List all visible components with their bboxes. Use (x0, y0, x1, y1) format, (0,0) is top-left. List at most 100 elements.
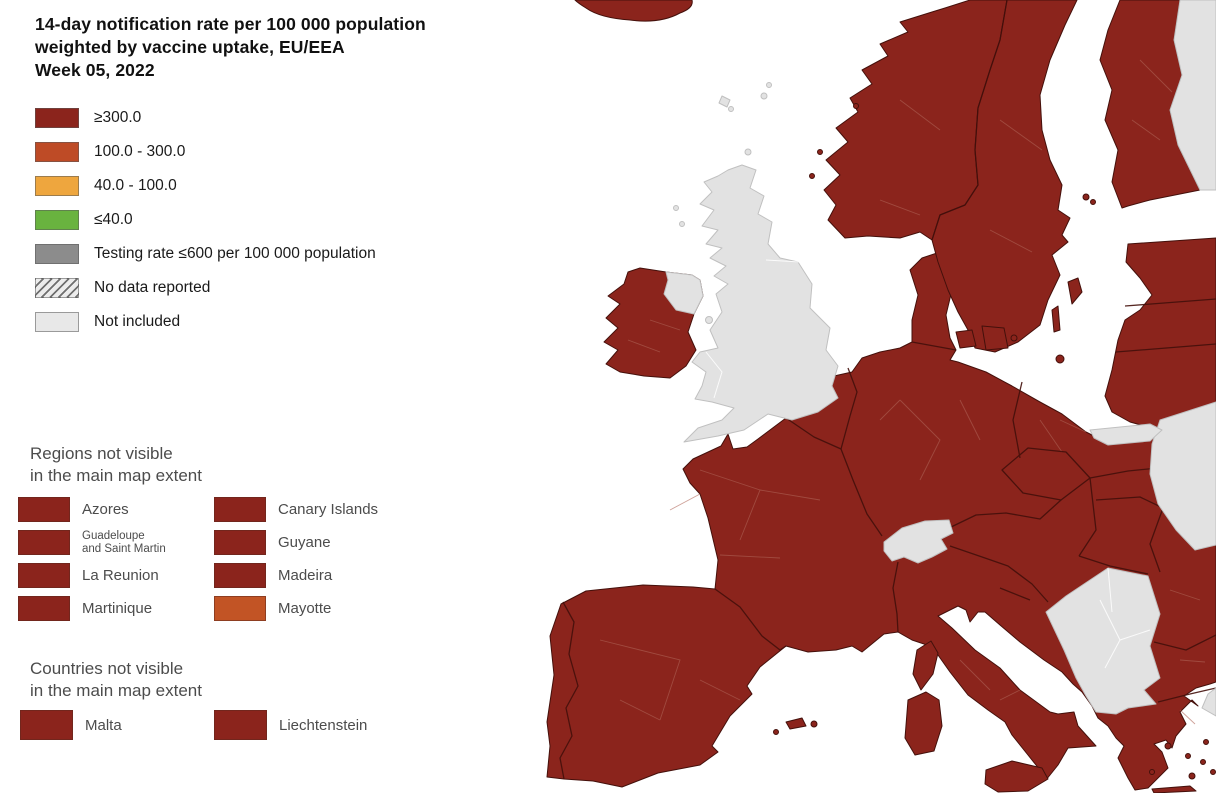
map-region-northern-ireland (663, 271, 704, 315)
map-title-line3: Week 05, 2022 (35, 60, 155, 80)
region-swatch-madeira (214, 563, 266, 588)
map-island-gotland (1067, 277, 1083, 305)
map-region-continental-europe (546, 237, 1216, 791)
regions-heading-line1: Regions not visible (30, 444, 173, 463)
map-title-line2: weighted by vaccine uptake, EU/EEA (35, 37, 345, 57)
countries-heading-line1: Countries not visible (30, 659, 184, 678)
map-region-russia-north (1169, 0, 1216, 191)
map-island-bornholm (1055, 354, 1065, 364)
border-latvia-lithuania (1115, 343, 1216, 353)
region-label-canary-islands: Canary Islands (278, 501, 379, 518)
map-region-united-kingdom (683, 164, 839, 443)
legend-swatch-no-data (35, 278, 79, 298)
map-island-aegean-2 (1185, 753, 1191, 759)
region-swatch-guyane (214, 530, 266, 555)
country-swatch-liechtenstein (214, 710, 267, 740)
legend-row-high: ≥300.0 (35, 101, 376, 135)
map-island-sicily (984, 760, 1049, 793)
border-romania-bulgaria (1153, 634, 1216, 651)
legend-swatch-not-included (35, 312, 79, 332)
region-label-guyane: Guyane (278, 534, 331, 551)
legend-label-high: ≥300.0 (94, 109, 142, 126)
map-region-western-balkans (1045, 567, 1161, 715)
region-label-azores: Azores (82, 501, 129, 518)
map-not-included-group (663, 0, 1216, 717)
map-island-mallorca (785, 717, 807, 730)
map-island-isle-of-man (705, 316, 713, 324)
regions-grid: Azores Canary Islands Guadeloupe and Sai… (18, 493, 444, 625)
map-island-oland (1051, 305, 1061, 333)
map-region-iceland (574, 0, 693, 22)
legend-label-testing: Testing rate ≤600 per 100 000 population (94, 245, 376, 262)
map-island-funen (955, 329, 977, 349)
region-swatch-azores (18, 497, 70, 522)
country-label-liechtenstein: Liechtenstein (279, 716, 368, 734)
legend-swatch-high (35, 108, 79, 128)
border-netherlands-germany (847, 367, 858, 417)
map-title-line1: 14-day notification rate per 100 000 pop… (35, 14, 426, 34)
region-item-azores: Azores (18, 495, 214, 524)
map-island-crete (1151, 785, 1197, 793)
country-item-malta: Malta (20, 708, 214, 742)
map-island-zealand (981, 325, 1009, 351)
region-label-guadeloupe: Guadeloupe and Saint Martin (82, 530, 166, 556)
border-portugal-spain (559, 601, 579, 780)
map-region-kaliningrad (1089, 423, 1163, 446)
map-island-norway-islet-3 (853, 103, 859, 109)
map-island-aegean-1 (1164, 742, 1172, 750)
map-region-borders-light (599, 59, 1206, 725)
legend-label-no-data: No data reported (94, 279, 211, 296)
border-hungary-croatia (1078, 555, 1149, 575)
border-norway-sweden (931, 0, 1008, 241)
map-island-danish-isle (1010, 334, 1018, 342)
region-item-mayotte: Mayotte (214, 594, 444, 623)
border-hungary-romania (1149, 507, 1164, 573)
regions-heading: Regions not visible in the main map exte… (30, 443, 202, 487)
legend-swatch-mid (35, 142, 79, 162)
border-estonia-latvia (1124, 298, 1216, 307)
region-item-guadeloupe: Guadeloupe and Saint Martin (18, 528, 214, 558)
border-belgium-germany (840, 415, 851, 450)
map-island-orkney (744, 148, 752, 156)
countries-heading: Countries not visible in the main map ex… (30, 658, 202, 702)
region-swatch-guadeloupe (18, 530, 70, 555)
country-item-liechtenstein: Liechtenstein (214, 708, 444, 742)
legend-row-testing: Testing rate ≤600 per 100 000 population (35, 237, 376, 271)
legend-label-low: 40.0 - 100.0 (94, 177, 177, 194)
map-region-turkey-corner (1201, 687, 1216, 717)
region-item-canary-islands: Canary Islands (214, 495, 444, 524)
legend-row-lowest: ≤40.0 (35, 203, 376, 237)
region-label-martinique: Martinique (82, 600, 153, 617)
country-label-malta: Malta (85, 716, 122, 734)
legend-swatch-testing (35, 244, 79, 264)
border-austria-italy-slovenia (949, 545, 1049, 603)
map-title: 14-day notification rate per 100 000 pop… (35, 13, 555, 82)
map-island-aland-2 (1090, 199, 1096, 205)
legend-row-low: 40.0 - 100.0 (35, 169, 376, 203)
map-island-aland-1 (1082, 193, 1090, 201)
border-france-spain (714, 588, 787, 651)
legend-row-mid: 100.0 - 300.0 (35, 135, 376, 169)
border-denmark-germany (911, 341, 957, 351)
map-rate-high-group (546, 0, 1216, 793)
map-island-ibiza (773, 729, 779, 735)
region-item-martinique: Martinique (18, 594, 214, 623)
border-germany-poland (1012, 381, 1023, 459)
border-france-italy (892, 561, 899, 633)
regions-heading-line2: in the main map extent (30, 466, 202, 485)
map-island-hebrides-2 (679, 221, 685, 227)
region-swatch-martinique (18, 596, 70, 621)
border-germany-france (840, 448, 883, 537)
legend-swatch-lowest (35, 210, 79, 230)
legend-label-mid: 100.0 - 300.0 (94, 143, 186, 160)
map-region-ukraine-belarus (1149, 401, 1216, 551)
map-island-aegean-3 (1200, 759, 1206, 765)
border-slovenia-croatia (999, 587, 1031, 601)
map-region-switzerland (883, 519, 954, 564)
map-island-shetland-1 (760, 92, 768, 100)
map-island-aegean-6 (1203, 739, 1209, 745)
map-island-menorca (810, 720, 818, 728)
region-item-la-reunion: La Reunion (18, 561, 214, 590)
